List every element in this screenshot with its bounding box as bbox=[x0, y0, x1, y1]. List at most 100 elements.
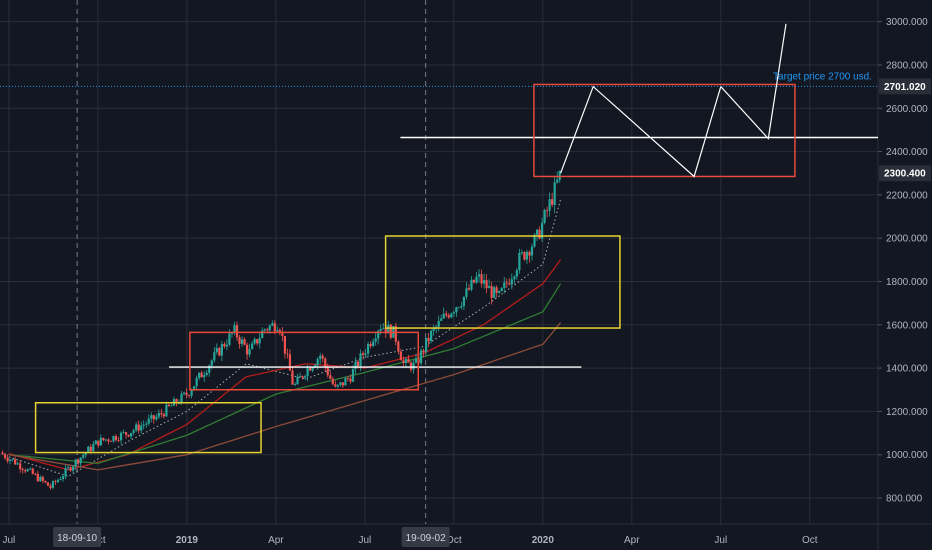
date-badge-bg-0 bbox=[53, 527, 102, 547]
candle-body bbox=[210, 360, 213, 366]
candle-body bbox=[278, 330, 281, 333]
candle-body bbox=[54, 481, 57, 483]
y-tick-label-3: 1400.000 bbox=[886, 364, 928, 375]
candle-body bbox=[223, 344, 226, 347]
candle-body bbox=[190, 390, 193, 396]
candle-body bbox=[180, 393, 183, 403]
candle-body bbox=[147, 418, 150, 424]
moving-average-green bbox=[8, 283, 562, 465]
candle-body bbox=[485, 280, 488, 289]
candle-body bbox=[407, 358, 410, 363]
pattern-box-yellow-2[interactable] bbox=[384, 235, 621, 329]
x-tick-label-5: Oct bbox=[446, 535, 462, 546]
pattern-box-yellow-0[interactable] bbox=[34, 401, 262, 454]
x-tick-label-9: Oct bbox=[802, 535, 818, 546]
horizontal-levels[interactable] bbox=[169, 136, 878, 368]
candle-body bbox=[109, 441, 113, 442]
candle-body bbox=[142, 424, 145, 426]
candle-body bbox=[99, 437, 102, 446]
candle-body bbox=[424, 337, 428, 353]
candle-body bbox=[525, 251, 529, 260]
projection[interactable] bbox=[560, 23, 787, 178]
y-tick-label-7: 2200.000 bbox=[886, 190, 928, 201]
candle-body bbox=[475, 276, 478, 283]
candle-body bbox=[233, 325, 236, 334]
candle-body bbox=[266, 329, 269, 331]
candle-body bbox=[39, 476, 42, 482]
candle-body bbox=[230, 333, 234, 334]
candle-body bbox=[248, 349, 251, 355]
candle-body bbox=[382, 328, 385, 330]
candle-body bbox=[306, 367, 309, 377]
candle-body bbox=[510, 279, 513, 285]
candle-body bbox=[309, 367, 312, 371]
candle-body bbox=[409, 362, 413, 370]
candle-body bbox=[185, 392, 188, 396]
date-badge-bg-1 bbox=[401, 527, 450, 547]
candle-body bbox=[394, 326, 397, 342]
candle-body bbox=[402, 360, 405, 363]
candle-body bbox=[548, 199, 551, 211]
target-line-group[interactable]: Target price 2700 usd. bbox=[0, 71, 878, 87]
x-tick-label-2: 2019 bbox=[176, 535, 199, 546]
pattern-box-red-3[interactable] bbox=[533, 83, 796, 178]
candle-body bbox=[150, 415, 153, 419]
candle-body bbox=[399, 351, 402, 361]
candle-body bbox=[472, 279, 476, 283]
candle-body bbox=[533, 234, 536, 247]
candle-body bbox=[34, 473, 37, 475]
candle-body bbox=[36, 474, 39, 482]
candle-body bbox=[114, 436, 118, 441]
candle-body bbox=[553, 182, 556, 205]
candle-body bbox=[311, 367, 314, 371]
candle-body bbox=[384, 328, 387, 334]
candle-body bbox=[220, 344, 223, 356]
candle-body bbox=[518, 252, 521, 271]
candle-body bbox=[397, 341, 400, 352]
candle-body bbox=[167, 404, 171, 406]
candle-body bbox=[361, 353, 365, 355]
candle-body bbox=[283, 335, 287, 354]
candle-body bbox=[235, 325, 239, 338]
projection-path[interactable] bbox=[560, 23, 787, 178]
candle-body bbox=[324, 358, 327, 367]
candle-body bbox=[41, 476, 44, 481]
candle-body bbox=[356, 361, 360, 367]
candle-body bbox=[273, 323, 276, 332]
y-tick-label-2: 1200.000 bbox=[886, 407, 928, 418]
pattern-boxes[interactable] bbox=[34, 83, 796, 454]
candle-body bbox=[334, 384, 337, 387]
candle-body bbox=[346, 378, 350, 380]
pattern-box-red-1[interactable] bbox=[189, 331, 419, 391]
axis-badges: 18-09-10 19-09-02 2701.020 2300.400 bbox=[53, 78, 931, 547]
candle-body bbox=[29, 468, 32, 470]
candle-body bbox=[422, 350, 425, 353]
candle-body bbox=[467, 288, 471, 290]
candle-body bbox=[513, 276, 516, 280]
candle-body bbox=[538, 229, 541, 239]
candle-body bbox=[493, 287, 496, 298]
target-price-annotation: Target price 2700 usd. bbox=[773, 71, 872, 82]
candle-body bbox=[97, 440, 100, 446]
candle-body bbox=[528, 251, 531, 256]
candle-body bbox=[94, 440, 97, 445]
candle-body bbox=[430, 330, 433, 342]
candle-body bbox=[135, 424, 138, 431]
candle-body bbox=[203, 374, 206, 378]
candle-body bbox=[298, 376, 302, 377]
price-badge-1: 2300.400 bbox=[884, 169, 926, 180]
candle-body bbox=[301, 376, 304, 378]
candle-body bbox=[354, 361, 357, 370]
candle-body bbox=[31, 468, 34, 474]
candle-body bbox=[256, 339, 259, 344]
candle-body bbox=[6, 457, 9, 461]
candle-body bbox=[508, 283, 511, 285]
candle-body bbox=[296, 376, 299, 385]
candle-body bbox=[349, 378, 352, 382]
candle-body bbox=[8, 459, 12, 461]
moving-averages bbox=[8, 199, 562, 477]
candles bbox=[1, 170, 561, 490]
